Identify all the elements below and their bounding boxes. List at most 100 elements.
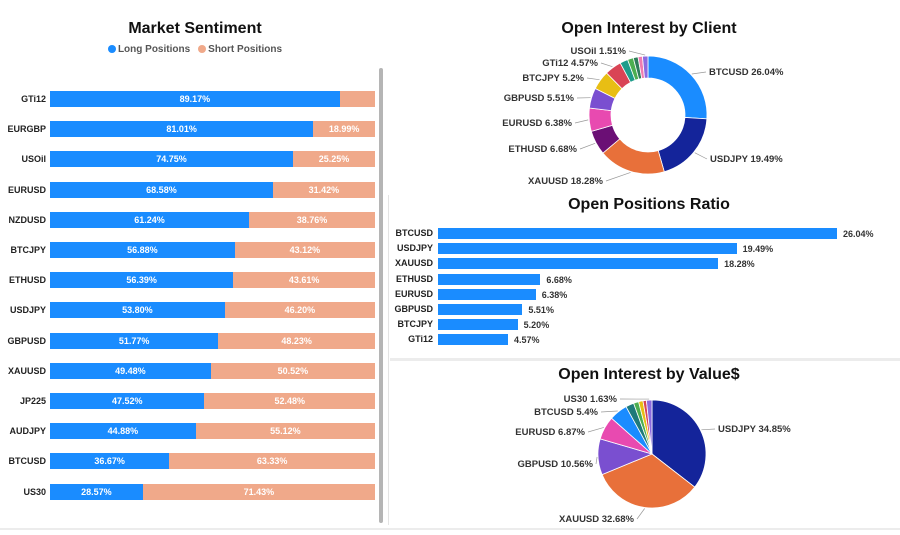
short-bar[interactable] (339, 91, 375, 107)
sentiment-row-btcusd: BTCUSD 36.67% 63.33% (0, 453, 375, 470)
pie-slice-label: US30 1.63% (564, 394, 618, 405)
short-bar[interactable]: 71.43% (142, 483, 375, 500)
pie-slice-label: BTCUSD 26.04% (709, 67, 784, 78)
long-bar[interactable]: 61.24% (50, 211, 250, 228)
scrollbar[interactable] (379, 68, 383, 523)
open-interest-value-pie: USDJPY 34.85% XAUUSD 32.68% GBPUSD 10.56% E… (515, 394, 791, 525)
ratio-bar[interactable] (438, 288, 536, 300)
long-bar[interactable]: 56.88% (50, 242, 235, 258)
ratio-value-label: 5.20% (523, 320, 550, 331)
sentiment-row-us30: US30 28.57% 71.43% (0, 483, 375, 500)
long-bar[interactable]: 51.77% (50, 332, 219, 349)
legend-item-long[interactable]: Long Positions (107, 44, 190, 55)
sentiment-row-usoil: USOil 74.75% 25.25% (0, 151, 375, 168)
pie-leader-line (600, 62, 613, 68)
sentiment-row-xauusd: XAUUSD 49.48% 50.52% (0, 362, 375, 379)
short-bar[interactable]: 48.23% (218, 332, 375, 349)
ratio-bar[interactable] (438, 258, 719, 270)
ratio-value-label: 5.51% (528, 305, 554, 315)
ratio-bar[interactable] (438, 273, 541, 285)
short-bar[interactable]: 50.52% (210, 362, 375, 379)
long-bar[interactable]: 68.58% (50, 181, 273, 198)
short-bar[interactable]: 18.99% (313, 121, 375, 138)
pie-leader-line (628, 50, 646, 56)
ratio-category-label: BTCUSD (395, 228, 434, 238)
long-bar[interactable]: 44.88% (50, 423, 196, 440)
long-bar[interactable]: 81.01% (50, 121, 314, 138)
sentiment-row-eurgbp: EURGBP 81.01% 18.99% (0, 121, 375, 138)
long-bar[interactable]: 28.57% (50, 483, 143, 500)
sentiment-category-label: USOil (21, 154, 46, 165)
open-interest-value-title: Open Interest by Value$ (558, 366, 740, 383)
sentiment-category-label: GBPUSD (7, 335, 46, 346)
long-bar[interactable]: 89.17% (50, 91, 340, 107)
short-bar[interactable]: 63.33% (169, 453, 375, 470)
long-bar[interactable]: 49.48% (50, 362, 211, 379)
pie-slice-label: EURUSD 6.38% (502, 118, 572, 129)
market-sentiment-legend: Long Positions Short Positions (0, 44, 390, 55)
short-bar[interactable]: 55.12% (195, 423, 375, 440)
pie-slice[interactable] (657, 117, 708, 173)
ratio-value-label: 26.04% (843, 229, 874, 239)
pie-leader-line (600, 410, 618, 413)
ratio-bar[interactable] (438, 228, 837, 239)
pie-leader-line (595, 456, 598, 465)
ratio-category-label: ETHUSD (395, 273, 433, 284)
pie-leader-line (587, 427, 604, 433)
panel-divider-horizontal (390, 358, 900, 361)
short-bar[interactable]: 43.12% (234, 242, 375, 258)
sentiment-row-nzdusd: NZDUSD 61.24% 38.76% (0, 211, 375, 228)
sentiment-category-label: GTi12 (21, 94, 46, 104)
short-bar[interactable]: 25.25% (292, 151, 375, 168)
pie-leader-line (574, 119, 589, 124)
ratio-category-label: EURUSD (394, 288, 433, 299)
short-bar[interactable]: 31.42% (272, 181, 375, 198)
long-bar[interactable]: 53.80% (50, 302, 225, 319)
open-positions-ratio-panel: Open Positions Ratio BTCUSD 26.04% USDJPY 1… (390, 195, 900, 355)
sentiment-row-jp225: JP225 47.52% 52.48% (0, 393, 375, 409)
market-sentiment-title: Market Sentiment (128, 20, 262, 37)
short-bar[interactable]: 38.76% (249, 211, 375, 228)
sentiment-category-label: US30 (23, 486, 46, 497)
long-bar[interactable]: 36.67% (50, 453, 170, 470)
long-bar[interactable]: 74.75% (50, 151, 293, 168)
pie-slice-label: USDJPY 34.85% (718, 424, 791, 435)
ratio-value-label: 6.68% (546, 274, 572, 285)
pie-slice-label: EURUSD 6.87% (515, 427, 585, 438)
pie-slice[interactable] (651, 399, 707, 488)
sentiment-row-gti12: GTi12 89.17% (0, 91, 375, 107)
ratio-value-label: 19.49% (742, 244, 774, 255)
ratio-bar[interactable] (438, 319, 518, 331)
pie-slice-label: GTi12 4.57% (542, 58, 598, 69)
long-bar[interactable]: 56.39% (50, 272, 234, 289)
ratio-category-label: USDJPY (396, 243, 433, 254)
sentiment-row-btcjpy: BTCJPY 56.88% 43.12% (0, 242, 375, 258)
legend-dot-short (198, 45, 207, 54)
short-bar[interactable]: 52.48% (204, 393, 375, 409)
sentiment-row-usdjpy: USDJPY 53.80% 46.20% (0, 302, 375, 319)
pie-slice[interactable] (601, 453, 696, 509)
sentiment-category-label: NZDUSD (8, 214, 47, 225)
ratio-bar[interactable] (438, 243, 737, 255)
short-bar[interactable]: 43.61% (233, 272, 375, 289)
ratio-value-label: 18.28% (724, 259, 755, 270)
pie-slice-label: BTCJPY 5.2% (522, 73, 584, 84)
pie-slice[interactable] (645, 399, 653, 455)
pie-slice-label: BTCUSD 5.4% (534, 407, 598, 418)
pie-slice[interactable] (647, 55, 708, 120)
pie-slice-label: ETHUSD 6.68% (508, 144, 577, 155)
pie-slice[interactable] (641, 55, 649, 79)
short-bar[interactable]: 46.20% (224, 302, 375, 319)
pie-slice-label: USOil 1.51% (571, 46, 627, 57)
pie-leader-line (636, 508, 645, 520)
ratio-category-label: XAUUSD (394, 258, 433, 269)
pie-slice-label: GBPUSD 5.51% (504, 93, 575, 104)
sentiment-category-label: EURGBP (7, 124, 46, 135)
ratio-bar[interactable] (438, 334, 509, 346)
pie-leader-line (694, 152, 708, 160)
pie-slice-label: USDJPY 19.49% (710, 154, 783, 165)
ratio-bar[interactable] (438, 304, 523, 315)
long-bar[interactable]: 47.52% (50, 393, 205, 409)
sentiment-category-label: ETHUSD (8, 275, 46, 286)
legend-item-short[interactable]: Short Positions (198, 44, 282, 55)
